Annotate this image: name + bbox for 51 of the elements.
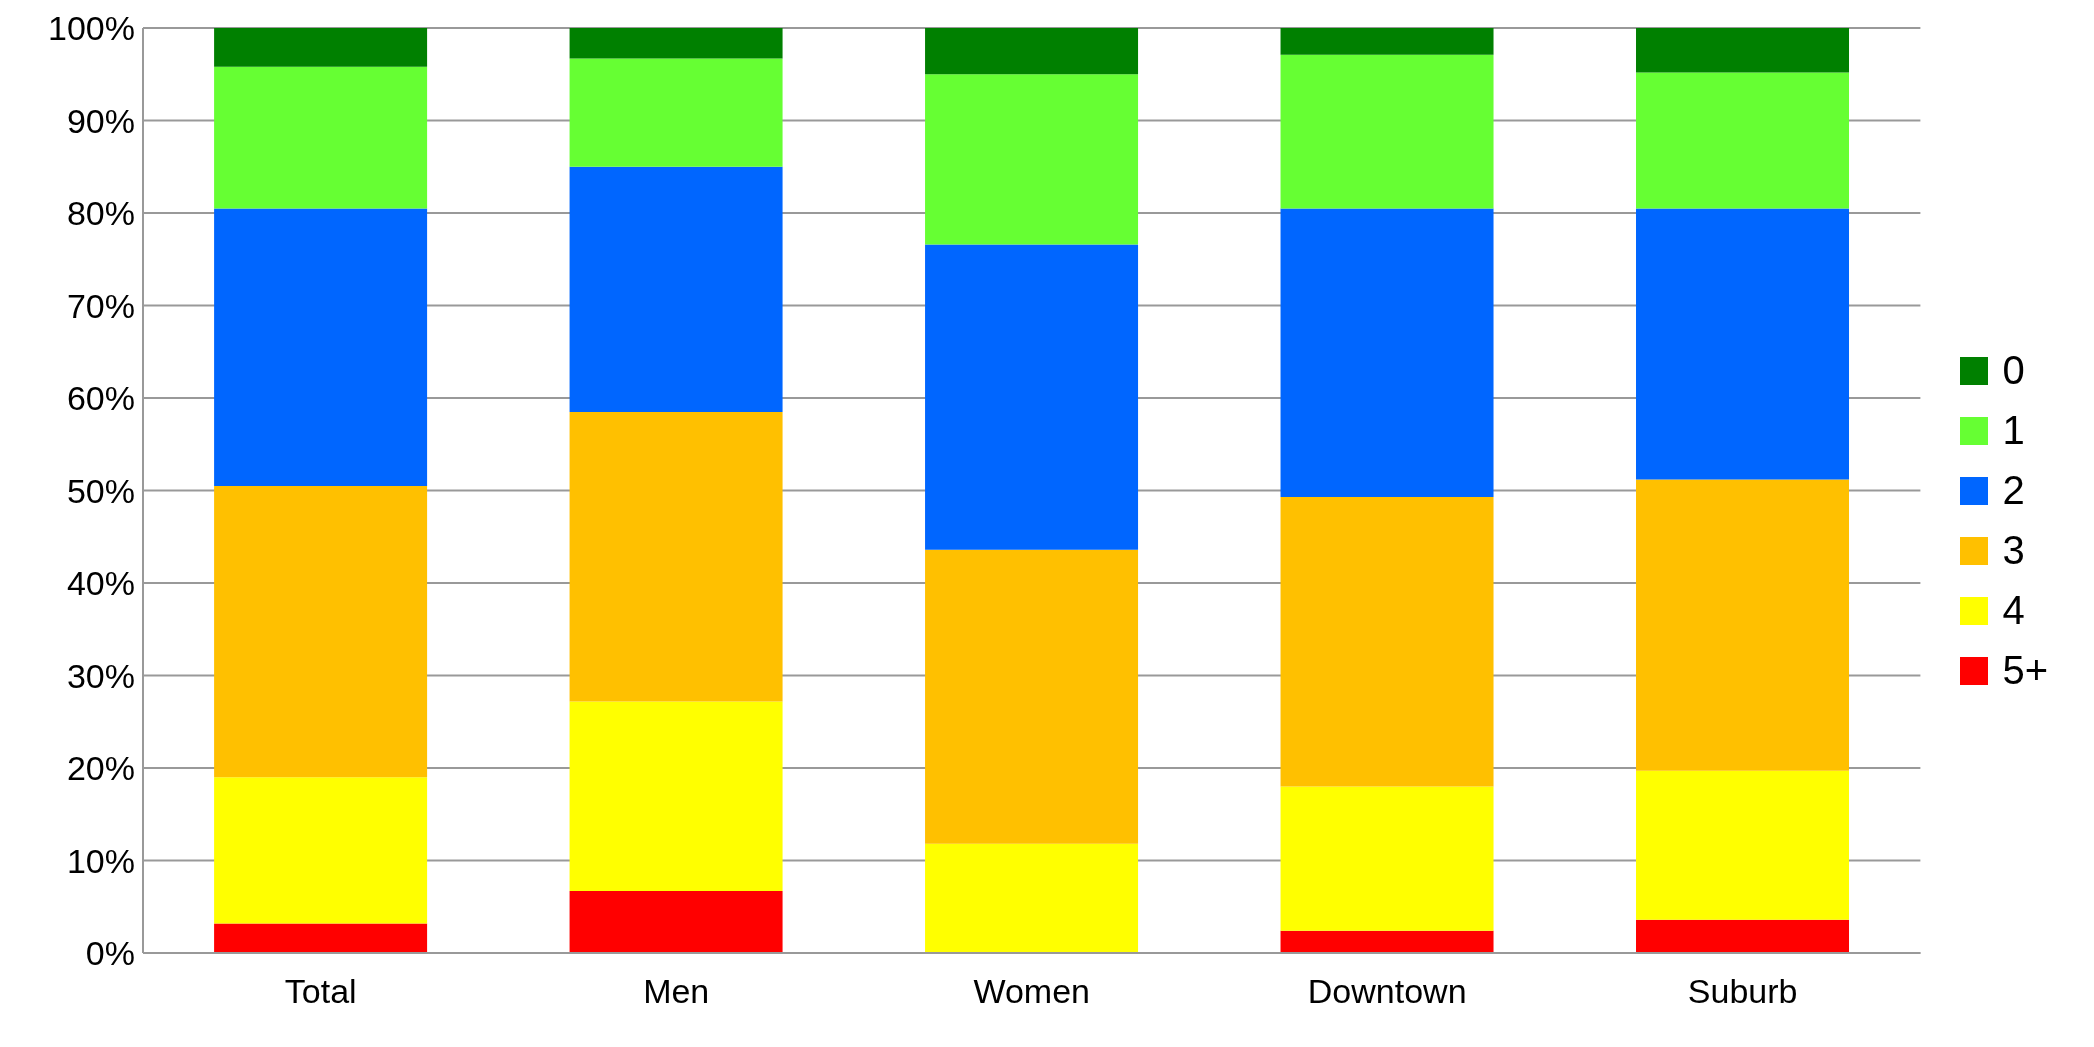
bar: [214, 208, 428, 486]
bar: [569, 411, 783, 702]
y-tick-label: 90%: [66, 101, 135, 140]
bar: [1280, 930, 1494, 953]
legend-label: 5+: [2002, 648, 2048, 693]
bar: [214, 777, 428, 924]
y-tick-label: 30%: [66, 656, 135, 695]
y-tick-label: 60%: [66, 379, 135, 418]
bar: [925, 843, 1139, 953]
bar: [569, 701, 783, 892]
x-tick-label: Suburb: [1687, 972, 1798, 1011]
bar: [925, 549, 1139, 844]
bar: [1636, 479, 1850, 771]
bar: [214, 923, 428, 953]
bar: [214, 66, 428, 209]
bar: [569, 58, 783, 167]
x-tick-label: Women: [973, 972, 1090, 1011]
bar: [1280, 54, 1494, 209]
y-tick-label: 100%: [48, 9, 135, 48]
bar: [1280, 496, 1494, 787]
y-tick-label: 50%: [66, 471, 135, 510]
x-tick-label: Men: [643, 972, 710, 1011]
y-tick-label: 70%: [66, 286, 135, 325]
bar: [214, 28, 428, 67]
y-tick-label: 40%: [66, 564, 135, 603]
bar: [569, 166, 783, 412]
y-tick-label: 80%: [66, 194, 135, 233]
bar: [1636, 72, 1850, 209]
legend-label: 0: [2002, 348, 2025, 393]
legend-label: 2: [2002, 468, 2025, 513]
legend-label: 4: [2002, 588, 2025, 633]
bar: [925, 74, 1139, 245]
legend-label: 1: [2002, 408, 2025, 453]
bar: [569, 891, 783, 953]
y-tick-label: 20%: [66, 749, 135, 788]
bar: [214, 485, 428, 778]
bar: [1636, 770, 1850, 920]
legend-label: 3: [2002, 528, 2025, 573]
bar: [1280, 28, 1494, 55]
y-tick-label: 10%: [66, 841, 135, 880]
bar: [925, 244, 1139, 550]
y-tick-label: 0%: [85, 934, 135, 973]
bar: [1636, 919, 1850, 953]
x-tick-label: Total: [284, 972, 357, 1011]
x-tick-label: Downtown: [1307, 972, 1467, 1011]
bar: [1636, 28, 1850, 73]
bar: [925, 28, 1139, 75]
bar: [569, 28, 783, 59]
bar: [1636, 208, 1850, 480]
bar: [1280, 208, 1494, 497]
bar: [1280, 786, 1494, 931]
